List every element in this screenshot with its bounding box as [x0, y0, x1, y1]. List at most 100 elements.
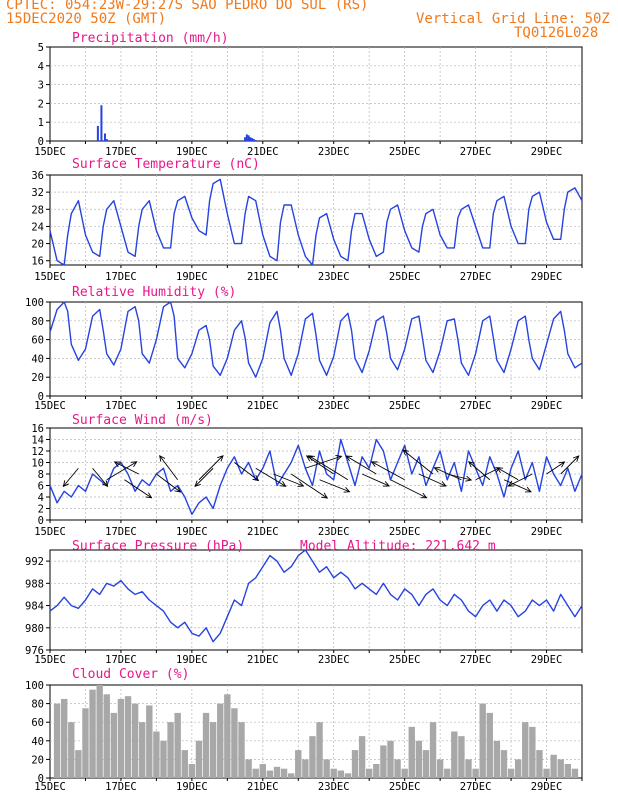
cloud-bar — [536, 750, 543, 778]
wind-arrow — [468, 461, 491, 481]
precip-bar — [249, 137, 252, 141]
wind-xtick-label: 27DEC — [460, 526, 492, 538]
wind-arrow-head — [420, 492, 428, 499]
wind-arrow — [290, 473, 328, 499]
cloud-xtick-label: 23DEC — [318, 781, 350, 793]
wind-arrow — [124, 479, 152, 499]
wind-arrow — [361, 473, 390, 487]
cloud-bar — [195, 740, 203, 778]
temp-ytick-label: 36 — [31, 170, 44, 182]
cloud-bar — [146, 705, 153, 778]
press-ytick-label: 984 — [25, 601, 44, 613]
precip-xtick-label: 27DEC — [460, 146, 492, 158]
cloud-bar — [273, 766, 281, 778]
cloud-bar — [309, 736, 316, 778]
cloud-bar — [181, 750, 188, 778]
precip-ytick-label: 1 — [38, 117, 44, 129]
wind-arrow — [402, 449, 434, 475]
wind-arrow-head — [468, 461, 475, 468]
cloud-bar — [514, 759, 522, 778]
wind-arrow — [496, 467, 519, 481]
wind-ytick-label: 2 — [38, 504, 44, 516]
wind-arrow — [475, 467, 500, 481]
wind-ytick-label: 4 — [38, 492, 44, 504]
precip-bar — [100, 105, 103, 141]
cloud-bar — [295, 750, 302, 778]
temp-ytick-label: 28 — [31, 204, 44, 216]
rh-title: Relative Humidity (%) — [72, 285, 236, 300]
rh-ytick-label: 60 — [31, 335, 44, 347]
temp-title: Surface Temperature (nC) — [72, 157, 260, 172]
cloud-bar — [522, 722, 529, 778]
cloud-bar — [429, 722, 437, 778]
cloud-bar — [302, 759, 309, 778]
precip-bar — [251, 138, 254, 141]
rh-ytick-label: 40 — [31, 353, 44, 365]
temp-series-line — [49, 178, 583, 266]
temp-ytick-label: 20 — [31, 239, 44, 251]
cloud-bar — [287, 773, 295, 778]
cloud-bar — [231, 708, 238, 778]
cloud-bar — [486, 712, 493, 778]
wind-arrow — [503, 479, 532, 493]
wind-arrow-head — [101, 480, 109, 488]
press-ytick-label: 988 — [25, 578, 44, 590]
wind-arrow — [305, 455, 342, 469]
wind-arrow — [92, 467, 108, 487]
wind-arrow — [346, 455, 377, 475]
precip-ytick-label: 2 — [38, 98, 44, 110]
cloud-ytick-label: 0 — [38, 773, 44, 785]
rh-xtick-label: 27DEC — [460, 400, 492, 412]
cloud-bar — [316, 722, 323, 778]
temp-xtick-label: 27DEC — [460, 271, 492, 283]
temp-xtick-label: 19DEC — [176, 271, 208, 283]
wind-arrow-head — [402, 449, 409, 456]
wind-arrow — [418, 473, 447, 487]
temp-xtick-label: 21DEC — [247, 271, 279, 283]
press-xtick-label: 29DEC — [531, 654, 563, 666]
precip-ytick-label: 0 — [38, 136, 44, 148]
wind-xtick-label: 25DEC — [389, 526, 421, 538]
cloud-bar — [153, 731, 160, 778]
cloud-bar — [110, 712, 118, 778]
cloud-bar — [451, 731, 458, 778]
cloud-bar — [529, 726, 536, 778]
precip-frame — [49, 46, 583, 142]
cloud-bar — [344, 773, 352, 778]
wind-xtick-label: 15DEC — [34, 526, 66, 538]
cloud-bar — [557, 759, 564, 778]
cloud-xtick-label: 15DEC — [34, 781, 66, 793]
wind-arrow-head — [130, 461, 138, 468]
cloud-xtick-label: 17DEC — [105, 781, 137, 793]
cloud-bar — [224, 694, 231, 778]
cloud-bar — [96, 685, 103, 778]
wind-arrow-head — [145, 492, 153, 499]
cloud-bar — [387, 740, 394, 778]
cloud-bar — [479, 703, 486, 778]
press-xtick-label: 27DEC — [460, 654, 492, 666]
cloud-bar — [75, 750, 82, 778]
cloud-bar — [472, 768, 479, 778]
cloud-bar — [217, 703, 224, 778]
cloud-title: Cloud Cover (%) — [72, 667, 189, 682]
wind-arrow — [106, 461, 137, 481]
wind-arrow — [198, 455, 224, 481]
rh-ytick-label: 20 — [31, 372, 44, 384]
wind-arrow — [159, 455, 179, 481]
wind-xtick-label: 21DEC — [247, 526, 279, 538]
wind-title: Surface Wind (m/s) — [72, 413, 213, 428]
cloud-bar — [103, 694, 110, 778]
cloud-bar — [493, 740, 501, 778]
rh-ytick-label: 100 — [25, 297, 44, 309]
cloud-bar — [373, 764, 380, 778]
wind-xtick-label: 23DEC — [318, 526, 350, 538]
wind-arrow-head — [159, 454, 166, 462]
cloud-bar — [53, 703, 61, 778]
cloud-bar — [337, 770, 345, 778]
wind-arrow-head — [572, 455, 580, 462]
wind-arrow-head — [297, 481, 305, 487]
cloud-bar — [543, 768, 550, 778]
precip-bar — [245, 134, 248, 141]
wind-arrow — [371, 461, 405, 481]
wind-arrow — [560, 455, 580, 475]
